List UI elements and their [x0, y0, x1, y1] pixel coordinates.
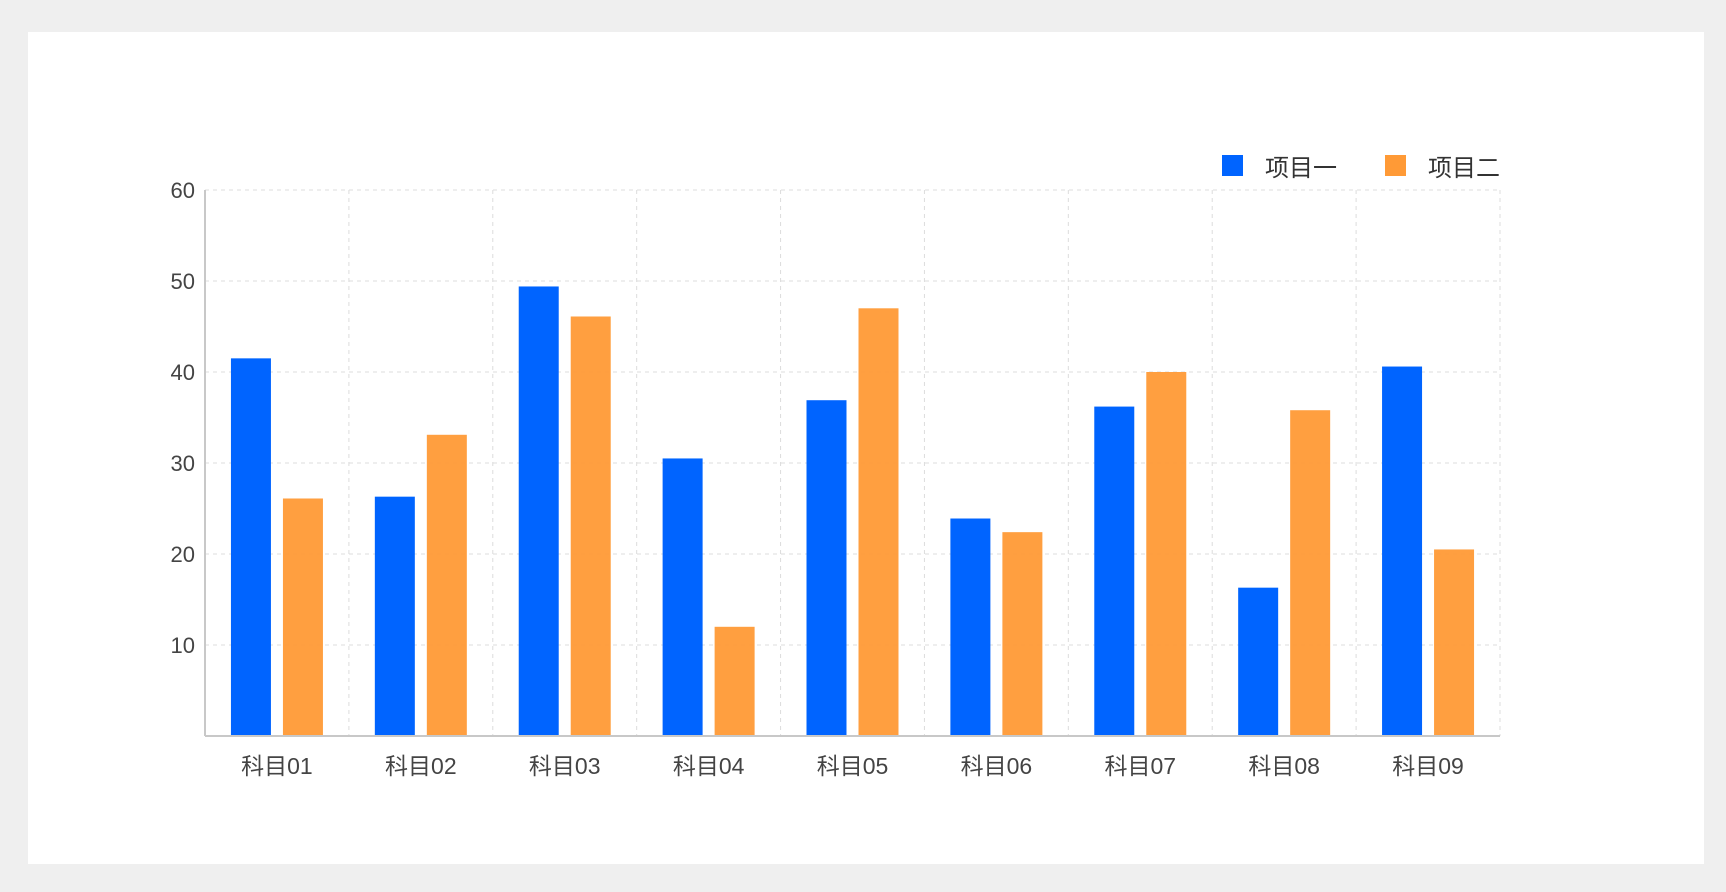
x-category-label: 科目09: [1392, 753, 1464, 779]
bar-series-2-7[interactable]: [1146, 372, 1187, 736]
bar-series-1-2[interactable]: [374, 496, 415, 736]
y-tick-label: 30: [171, 451, 195, 476]
y-tick-label: 10: [171, 633, 195, 658]
bar-series-2-2[interactable]: [426, 434, 467, 736]
x-category-label: 科目05: [817, 753, 889, 779]
legend-swatch-series-2: [1385, 155, 1406, 176]
y-tick-label: 20: [171, 542, 195, 567]
y-tick-label: 60: [171, 178, 195, 203]
y-tick-label: 40: [171, 360, 195, 385]
x-category-label: 科目06: [961, 753, 1033, 779]
bar-series-1-3[interactable]: [518, 286, 559, 736]
bar-series-1-8[interactable]: [1238, 587, 1279, 736]
legend-label-series-2: 项目二: [1428, 155, 1500, 182]
bar-series-1-5[interactable]: [806, 400, 847, 736]
bar-series-2-3[interactable]: [570, 316, 611, 736]
axis-layer: [204, 190, 1500, 737]
bar-series-2-1[interactable]: [282, 498, 323, 736]
legend-label-series-1: 项目一: [1265, 155, 1337, 182]
y-tick-label: 50: [171, 269, 195, 294]
legend-swatch-series-1: [1222, 155, 1243, 176]
chart-legend: 项目一 项目二: [1174, 148, 1500, 183]
x-category-label: 科目02: [385, 753, 457, 779]
bar-series-1-7[interactable]: [1094, 406, 1135, 736]
bar-series-2-8[interactable]: [1290, 410, 1331, 736]
x-category-label: 科目03: [529, 753, 601, 779]
bar-series-2-4[interactable]: [714, 626, 755, 736]
bar-series-2-6[interactable]: [1002, 532, 1043, 736]
bar-series-1-9[interactable]: [1382, 366, 1423, 736]
x-category-label: 科目08: [1248, 753, 1320, 779]
bar-series-2-5[interactable]: [858, 308, 899, 736]
legend-item-series-2[interactable]: 项目二: [1385, 148, 1500, 183]
bar-series-1-4[interactable]: [662, 458, 703, 736]
x-category-label: 科目04: [673, 753, 745, 779]
x-category-label: 科目07: [1104, 753, 1176, 779]
bar-series-1-1[interactable]: [230, 358, 271, 736]
grid-layer: [205, 189, 1501, 736]
bar-series-2-9[interactable]: [1434, 549, 1475, 736]
x-category-label: 科目01: [241, 753, 313, 779]
bar-layer: [230, 286, 1475, 736]
legend-item-series-1[interactable]: 项目一: [1222, 148, 1337, 183]
label-layer: 10 20 30 40 50 60 科目01 科目02 科目03 科目04 科目05 科目06 科目07…: [171, 178, 1464, 779]
bar-series-1-6[interactable]: [950, 518, 991, 736]
